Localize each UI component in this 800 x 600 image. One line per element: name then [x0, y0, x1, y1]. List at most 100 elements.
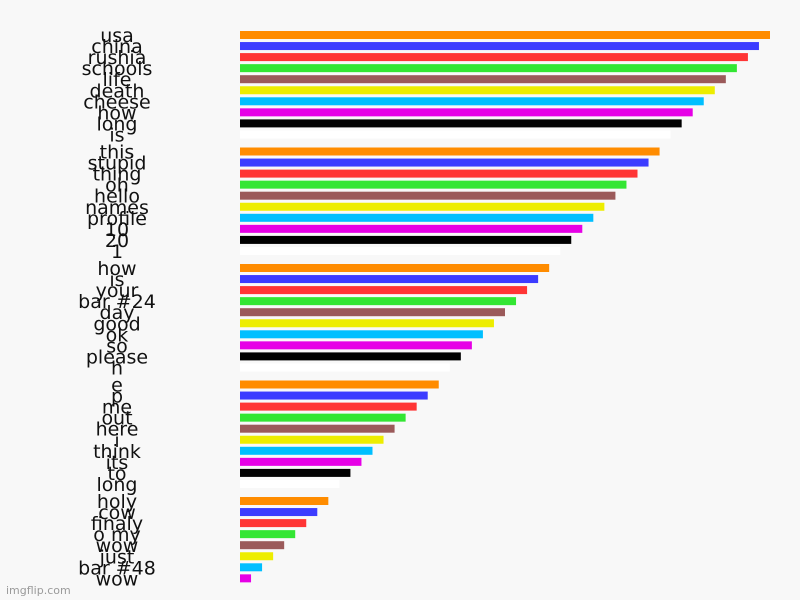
bar [240, 286, 528, 295]
bar [240, 246, 561, 255]
bar [240, 479, 340, 488]
category-label: death [90, 80, 145, 102]
bar [240, 446, 373, 455]
bar [240, 391, 428, 400]
category-label: e [111, 375, 123, 397]
category-label: is [109, 124, 124, 146]
category-label: schools [82, 58, 153, 80]
bar [240, 130, 671, 139]
bar [240, 180, 627, 189]
bar [240, 363, 450, 372]
category-label: cheese [83, 91, 150, 113]
category-label: its [106, 452, 129, 474]
category-label: finaly [91, 513, 143, 535]
category-label: this [100, 142, 135, 164]
category-label: how [97, 102, 136, 124]
category-label: how [97, 258, 136, 280]
bar [240, 75, 726, 84]
bar [240, 224, 583, 233]
bar [240, 97, 704, 106]
category-label: long [96, 113, 137, 135]
category-label: hello [94, 186, 140, 208]
bar [240, 330, 483, 339]
bars [240, 31, 770, 583]
category-label: 20 [105, 230, 129, 252]
bar [240, 552, 274, 561]
category-label: profile [87, 208, 147, 230]
bar [240, 508, 318, 517]
category-label: wow [96, 535, 139, 557]
category-label: good [93, 313, 140, 335]
category-label: wow [96, 568, 139, 590]
bar [240, 541, 285, 550]
bar [240, 341, 472, 350]
category-label: to [107, 463, 126, 485]
category-label: names [85, 197, 149, 219]
bar [240, 413, 406, 422]
category-label: china [91, 36, 142, 58]
category-label: 10 [105, 219, 129, 241]
bar [240, 574, 252, 583]
category-label: holy [97, 491, 137, 513]
bar [240, 297, 517, 306]
bar [240, 31, 770, 39]
bar [240, 352, 461, 361]
bar [240, 519, 307, 528]
bar [240, 563, 263, 572]
bar [240, 468, 351, 477]
bar [240, 213, 594, 222]
category-label: i [114, 430, 119, 452]
category-label: day [100, 302, 135, 324]
bar [240, 169, 638, 178]
bar [240, 235, 572, 244]
category-label: o my [93, 524, 140, 546]
bar [240, 264, 550, 272]
bar [240, 53, 748, 62]
category-label: 1 [111, 241, 123, 263]
bar [240, 530, 296, 539]
bar [240, 308, 505, 317]
watermark: imgflip.com [6, 584, 71, 597]
bar [240, 402, 417, 411]
category-labels: usachinarushiaschoolslifedeathcheesehowl… [78, 25, 156, 590]
bar [240, 147, 660, 156]
bar [240, 457, 362, 466]
bar [240, 191, 616, 200]
category-label: is [109, 269, 124, 291]
category-label: oh [105, 175, 129, 197]
category-label: me [102, 397, 132, 419]
bar [240, 202, 605, 211]
bar [240, 435, 384, 444]
category-label: bar #48 [78, 557, 156, 579]
bar [240, 497, 329, 505]
category-label: stupid [88, 153, 147, 175]
bar [240, 158, 649, 167]
bar [240, 64, 737, 73]
bar [240, 319, 494, 328]
bar [240, 119, 682, 128]
category-label: please [86, 346, 148, 368]
category-label: ok [106, 324, 129, 346]
category-label: cow [98, 502, 136, 524]
category-label: so [106, 335, 128, 357]
category-label: thing [93, 164, 142, 186]
category-label: life [103, 69, 132, 91]
category-label: just [99, 546, 135, 568]
category-label: p [111, 386, 123, 408]
category-label: long [96, 474, 137, 496]
category-label: h [111, 357, 123, 379]
bar [240, 42, 759, 51]
bar [240, 86, 715, 95]
bar [240, 424, 395, 433]
category-label: bar #24 [78, 291, 156, 313]
category-label: rushia [88, 47, 147, 69]
category-label: out [101, 408, 132, 430]
category-label: your [96, 280, 139, 302]
bar [240, 108, 693, 117]
bar [240, 380, 439, 389]
category-label: think [93, 441, 141, 463]
category-label: here [96, 419, 139, 441]
bar [240, 275, 539, 284]
category-label: usa [100, 25, 134, 47]
